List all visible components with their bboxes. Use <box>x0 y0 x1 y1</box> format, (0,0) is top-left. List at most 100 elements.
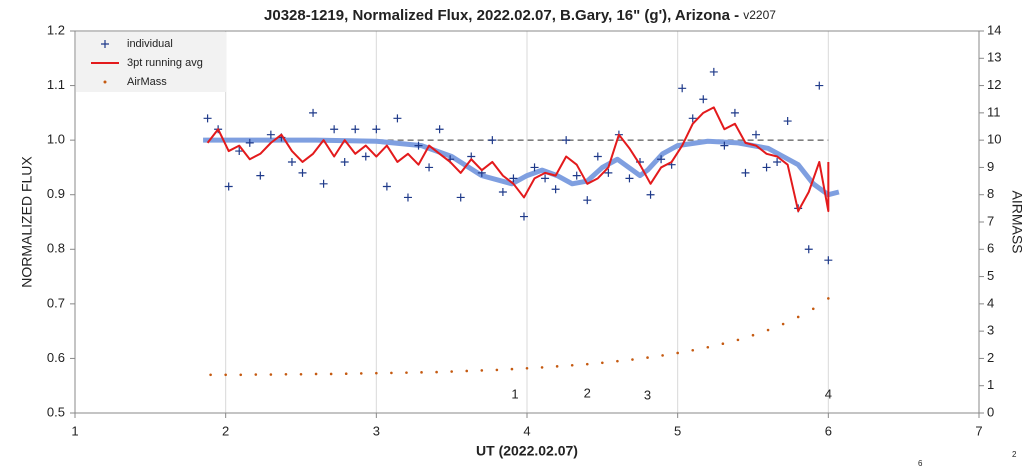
airmass-point <box>570 363 574 367</box>
legend-marker <box>101 40 109 48</box>
x-tick-label: 1 <box>71 423 78 438</box>
airmass-point <box>465 369 469 373</box>
point <box>720 141 729 150</box>
y2-tick-label: 10 <box>987 132 1001 147</box>
airmass-point <box>269 373 273 376</box>
y2-tick-label: 7 <box>987 213 994 228</box>
point <box>541 174 550 183</box>
y2-tick-label: 5 <box>987 268 994 283</box>
point <box>709 67 718 76</box>
airmass-point <box>706 345 710 349</box>
airmass-point <box>525 366 529 370</box>
point <box>488 136 497 145</box>
y2-tick-label: 13 <box>987 50 1001 65</box>
point <box>699 95 708 104</box>
y-tick-label: 1.1 <box>47 77 65 92</box>
point <box>414 141 423 150</box>
airmass-point <box>344 372 348 376</box>
y-axis-title: NORMALIZED FLUX <box>19 156 35 288</box>
y-tick-label: 0.6 <box>47 350 65 365</box>
point <box>678 84 687 93</box>
point <box>804 245 813 254</box>
annotation: 4 <box>825 386 832 401</box>
plot-frame <box>74 30 980 414</box>
y2-tick-label: 6 <box>987 241 994 256</box>
airmass-point <box>601 361 604 365</box>
model-curve <box>203 137 840 198</box>
x-tick-label: 2 <box>222 423 229 438</box>
x-tick-label: 5 <box>674 423 681 438</box>
airmass-point <box>510 367 514 371</box>
point <box>815 81 824 90</box>
x-tick-label: 4 <box>523 423 530 438</box>
point <box>224 182 233 191</box>
airmass-point <box>314 372 318 376</box>
airmass-point <box>239 373 243 377</box>
point <box>562 136 571 145</box>
point <box>361 152 370 161</box>
airmass-point <box>721 342 725 345</box>
x-tick-label: 6 <box>825 423 832 438</box>
running-avg-line <box>206 106 830 213</box>
airmass-point <box>420 371 423 374</box>
annotation: 3 <box>644 388 651 403</box>
airmass-point <box>616 359 619 363</box>
point <box>773 157 782 166</box>
airmass-point <box>540 366 544 369</box>
airmass-point <box>691 348 695 352</box>
airmass-point <box>375 371 378 375</box>
x-tick-label: 3 <box>373 423 380 438</box>
point <box>824 256 833 265</box>
airmass-point <box>781 322 785 326</box>
y-tick-label: 0.5 <box>47 404 65 419</box>
airmass-point <box>299 372 303 376</box>
point <box>266 130 275 139</box>
point <box>393 114 402 123</box>
legend-label: AirMass <box>127 76 167 88</box>
y2-tick-label: 14 <box>987 22 1001 37</box>
point <box>245 138 254 147</box>
point <box>646 190 655 199</box>
airmass-point <box>676 351 679 355</box>
footnote: 2 <box>1012 450 1017 459</box>
point <box>730 108 739 117</box>
airmass-point <box>209 373 212 377</box>
point <box>572 171 581 180</box>
point <box>604 168 613 177</box>
y2-tick-label: 4 <box>987 295 994 310</box>
point <box>203 114 212 123</box>
point <box>583 196 592 205</box>
point <box>372 125 381 134</box>
point <box>425 163 434 172</box>
point <box>298 168 307 177</box>
point <box>752 130 761 139</box>
airmass-point <box>631 358 634 361</box>
point <box>403 193 412 202</box>
point <box>688 114 697 123</box>
point <box>498 187 507 196</box>
chart-title: J0328-1219, Normalized Flux, 2022.02.07,… <box>264 7 776 24</box>
point <box>382 182 391 191</box>
airmass-point <box>405 371 408 374</box>
y2-tick-label: 8 <box>987 186 994 201</box>
point <box>551 185 560 194</box>
airmass-point <box>435 370 438 374</box>
point <box>741 168 750 177</box>
point <box>593 152 602 161</box>
airmass-point <box>359 372 363 375</box>
airmass-point <box>827 297 830 300</box>
annotation: 2 <box>584 385 591 400</box>
y-tick-label: 0.8 <box>47 241 65 256</box>
airmass-point <box>646 356 649 359</box>
airmass-point <box>751 333 755 337</box>
airmass-point <box>796 315 800 319</box>
airmass-point <box>736 338 740 342</box>
point <box>235 147 244 156</box>
airmass-point <box>555 365 559 368</box>
y2-axis-title: AIRMASS <box>1009 190 1025 253</box>
point <box>625 174 634 183</box>
point <box>340 157 349 166</box>
airmass-point <box>766 328 770 332</box>
point <box>783 117 792 126</box>
